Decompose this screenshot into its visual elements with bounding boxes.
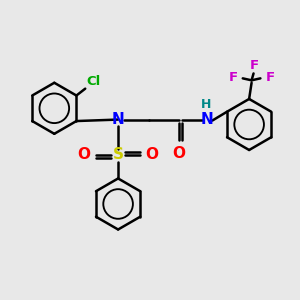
Text: O: O bbox=[146, 147, 159, 162]
Text: Cl: Cl bbox=[87, 75, 101, 88]
Text: H: H bbox=[201, 98, 211, 111]
Text: F: F bbox=[250, 59, 259, 73]
Text: O: O bbox=[172, 146, 185, 161]
Text: N: N bbox=[112, 112, 124, 127]
Text: F: F bbox=[229, 71, 238, 84]
Text: N: N bbox=[201, 112, 214, 127]
Text: F: F bbox=[265, 71, 274, 84]
Text: S: S bbox=[112, 147, 124, 162]
Text: O: O bbox=[78, 147, 91, 162]
